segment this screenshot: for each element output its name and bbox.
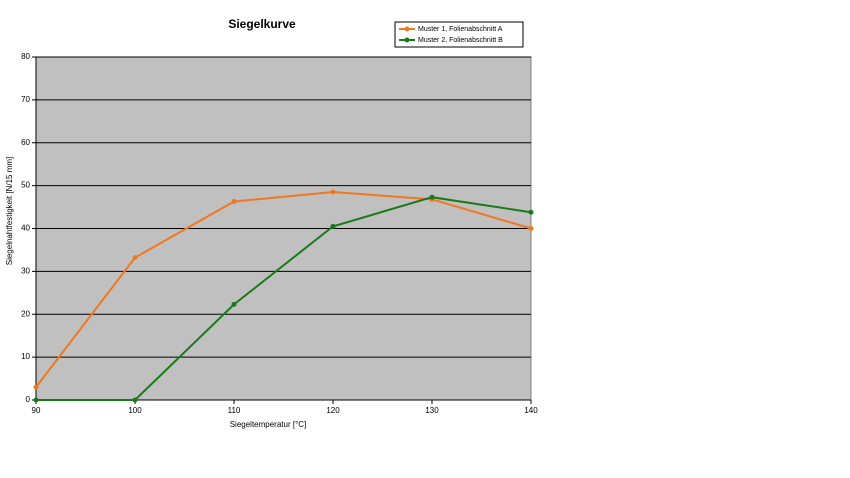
y-tick-label: 0 [26, 395, 31, 404]
x-tick-label: 100 [128, 406, 142, 415]
x-tick-label: 110 [228, 406, 241, 415]
data-point [330, 223, 336, 229]
legend-marker [404, 26, 410, 32]
x-axis-label: Siegeltemperatur [°C] [230, 420, 307, 429]
legend-box [394, 21, 524, 48]
x-tick-label: 140 [524, 406, 538, 415]
series-line [36, 196, 532, 401]
y-tick-label: 40 [21, 224, 30, 233]
y-tick-label: 80 [21, 52, 30, 61]
data-point [231, 198, 237, 204]
x-tick-label: 130 [425, 406, 439, 415]
y-tick-label: 30 [21, 266, 30, 275]
data-point [231, 301, 237, 307]
x-tick-label: 120 [326, 406, 340, 415]
data-point [132, 397, 138, 403]
y-axis-label: Siegelnahtfestigkeit [N/15 mm] [5, 157, 14, 266]
data-point [33, 384, 39, 390]
data-point [528, 226, 534, 231]
data-point [528, 209, 534, 215]
x-tick-label: 90 [32, 406, 41, 415]
data-point [429, 194, 435, 200]
legend-label: Muster 1, Folienabschnitt A [418, 26, 503, 33]
y-tick-label: 70 [21, 95, 30, 104]
series-line [35, 191, 532, 388]
y-tick-label: 50 [21, 181, 30, 190]
data-point [132, 255, 138, 261]
data-point [330, 189, 336, 195]
y-tick-label: 10 [21, 352, 30, 361]
legend-label: Muster 2, Folienabschnitt B [418, 37, 503, 44]
y-tick-label: 20 [21, 309, 30, 318]
y-tick-label: 60 [21, 138, 30, 147]
legend-marker [404, 37, 410, 43]
data-point [33, 397, 39, 403]
chart-title: Siegelkurve [228, 17, 296, 31]
